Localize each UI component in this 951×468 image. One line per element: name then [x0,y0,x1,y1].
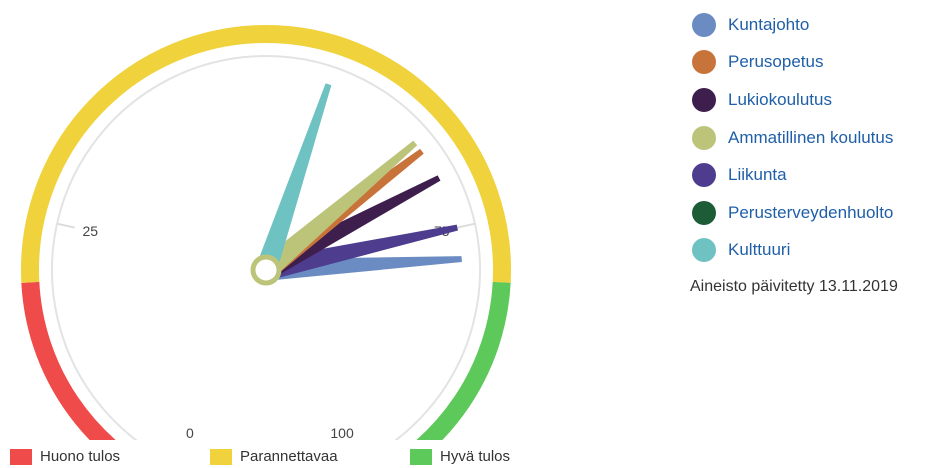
needle-liikunta[interactable] [257,224,459,283]
gauge-scale-arc [51,55,481,440]
legend-marker-icon [692,125,716,150]
legend-item-lukiokoulutus[interactable]: Lukiokoulutus [692,81,893,119]
gauge-pivot [250,254,282,286]
needle-ammatillinen-koulutus[interactable] [254,140,418,283]
legend-item-kulttuuri[interactable]: Kulttuuri [692,232,893,270]
legend-marker-icon [692,238,716,263]
legend-label: Liikunta [728,165,787,185]
band-legend: Huono tulos Parannettavaa Hyvä tulos [10,448,530,465]
legend-marker-icon [692,200,716,225]
needle-lukiokoulutus[interactable] [255,175,441,283]
band-swatch-icon [10,448,32,465]
legend-marker-icon [692,50,716,75]
gauge-band-parannettavaa [21,25,511,283]
band-legend-item-hyva-tulos[interactable]: Hyvä tulos [410,448,530,465]
series-legend: Kuntajohto Perusopetus Lukiokoulutus Ammati… [692,6,893,269]
gauge-bands [21,25,511,440]
band-swatch-icon [210,448,232,465]
band-legend-item-huono-tulos[interactable]: Huono tulos [10,448,210,465]
band-legend-label: Hyvä tulos [440,448,511,465]
legend-item-kuntajohto[interactable]: Kuntajohto [692,6,893,44]
legend-label: Kulttuuri [728,240,791,260]
legend-label: Lukiokoulutus [728,89,832,109]
gauge-needles [253,83,462,283]
legend-label: Kuntajohto [728,14,810,34]
legend-marker-icon [692,12,716,37]
gauge-tick-label: 0 [186,425,194,440]
legend-item-ammatillinen-koulutus[interactable]: Ammatillinen koulutus [692,119,893,157]
gauge-chart: 02575100 [21,25,511,440]
gauge-band-hyva-tulos [416,281,511,440]
gauge-tick-mark [56,222,75,229]
data-updated-note: Aineisto päivitetty 13.11.2019 [690,278,898,295]
legend-label: Perusopetus [728,52,824,72]
band-swatch-icon [410,448,432,465]
needle-kulttuuri[interactable] [253,83,332,280]
legend-label: Perusterveydenhuolto [728,202,894,222]
gauge-band-huono-tulos [21,281,116,440]
band-legend-item-parannettavaa[interactable]: Parannettavaa [210,448,410,465]
gauge-tick-mark [457,222,476,229]
legend-marker-icon [692,163,716,188]
gauge-tick-label: 100 [330,425,354,440]
gauge-tick-label: 25 [82,223,98,239]
legend-label: Ammatillinen koulutus [728,127,894,147]
legend-item-liikunta[interactable]: Liikunta [692,156,893,194]
band-legend-label: Huono tulos [40,448,121,465]
legend-item-perusopetus[interactable]: Perusopetus [692,44,893,82]
legend-item-perusterveydenhuolto[interactable]: Perusterveydenhuolto [692,194,893,232]
legend-marker-icon [692,87,716,112]
band-legend-label: Parannettavaa [240,448,338,465]
